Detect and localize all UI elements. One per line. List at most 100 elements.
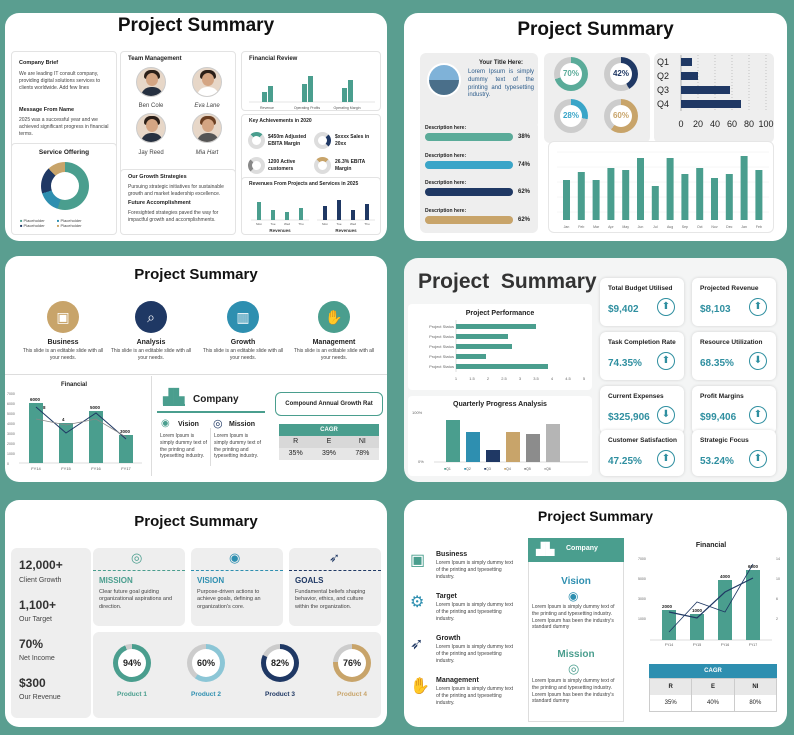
svg-text:FY15: FY15 — [61, 466, 71, 471]
achievement-ring — [248, 132, 265, 149]
achievement-text: $xxxx Sales in 20xx — [335, 134, 370, 147]
month-label: Apr — [608, 225, 614, 229]
arrow-up-icon: ⬆ — [657, 352, 675, 370]
legend-item: ■ Placeholder — [20, 218, 45, 223]
perf-title: Project Performance — [465, 310, 535, 317]
target-icon: ◎ — [131, 550, 143, 565]
stat-label: Net Income — [19, 655, 55, 662]
stat-label: Our Revenue — [19, 694, 61, 701]
svg-text:3000: 3000 — [7, 432, 15, 436]
eye-icon: ◉ — [229, 550, 241, 565]
month-bar — [696, 168, 704, 220]
svg-text:Project Status: Project Status — [429, 344, 454, 349]
svg-text:1.5: 1.5 — [469, 376, 475, 381]
company-underline — [157, 411, 265, 413]
svg-text:Tue: Tue — [336, 222, 341, 226]
cagr-box — [275, 392, 383, 416]
svg-text:Q2: Q2 — [657, 71, 669, 81]
slide-4[interactable]: Project Summary Project Performance Proj… — [404, 258, 787, 482]
company-label: Company — [193, 394, 239, 405]
fin-cat: Operating Margin — [333, 106, 360, 110]
avatar — [192, 67, 222, 97]
avatar — [136, 113, 166, 143]
target-icon: ◎ — [568, 661, 580, 676]
slide-2[interactable]: Project Summary Your Title Here: Lorem I… — [404, 13, 787, 241]
title-card: Your Title Here: Lorem Ipsum is simply d… — [420, 53, 538, 129]
slide-1[interactable]: Project Summary Company Brief We are lea… — [5, 13, 387, 241]
cagr-box-title: Compound Annual Growth Rat — [285, 401, 373, 407]
month-label: Jan — [564, 225, 570, 229]
svg-text:2.5: 2.5 — [501, 376, 507, 381]
card-text: Purpose-driven actions to achieve goals,… — [197, 589, 261, 610]
svg-text:1000: 1000 — [7, 452, 15, 456]
vision-text: Lorem Ipsum is simply dummy text of the … — [532, 604, 615, 631]
stat-label: Client Growth — [19, 577, 62, 584]
revenues-card: Revenues From Projects and Services in 2… — [241, 177, 381, 235]
mission-text: Lorem Ipsum is simply dummy text of the … — [532, 678, 615, 705]
mission-card: ◎ MISSION Clear future goal guiding orga… — [93, 548, 185, 626]
item-name: Business — [47, 339, 79, 346]
svg-text:7000: 7000 — [638, 557, 646, 561]
item-name: Growth — [230, 339, 256, 346]
quarter-bar-chart: Q1 Q2 Q3 Q4 0 20 40 60 80 100 — [657, 55, 774, 129]
month-bar — [711, 178, 718, 220]
kpi-value: 68.35% — [700, 358, 734, 369]
month-bar — [563, 180, 570, 220]
arrow-down-icon: ⬇ — [657, 406, 675, 424]
kpi-title: Total Budget Utilised — [608, 285, 673, 292]
kpi-value: 47.25% — [608, 456, 642, 467]
kpi-card: Task Completion Rate 74.35% ⬆ — [600, 332, 684, 380]
svg-text:3000: 3000 — [120, 429, 131, 434]
svg-text:8: 8 — [43, 405, 46, 410]
desc-label: Description here: — [425, 208, 467, 214]
product-pct: 94% — [118, 649, 146, 677]
performance-card: Project Performance Project Status Projec… — [408, 304, 592, 390]
achievement-ring — [314, 132, 331, 149]
svg-text:Q1: Q1 — [657, 57, 669, 67]
month-bar — [592, 180, 600, 220]
svg-text:5000: 5000 — [638, 577, 646, 581]
svg-text:FY15: FY15 — [693, 643, 701, 647]
service-title: Service Offering — [38, 149, 90, 156]
item-text: Lorem Ipsum is simply dummy text of the … — [436, 602, 513, 622]
item-text: This slide is an editable slide with all… — [110, 348, 192, 361]
team-card: Team Management Ben Cole Eva Lane Jay Re… — [120, 51, 236, 175]
cagr-header: CAGR — [649, 664, 777, 678]
svg-text:4000: 4000 — [720, 574, 731, 579]
kpi-title: Customer Satisfaction — [608, 437, 677, 444]
mission-label: Mission — [557, 649, 595, 660]
strategy-title: Our Growth Strategies — [128, 174, 187, 180]
quarter-title: Quarterly Progress Analysis — [453, 401, 547, 408]
product-pct: 60% — [192, 649, 220, 677]
progress-pct: 62% — [518, 189, 531, 195]
progress-bar — [425, 188, 513, 196]
product-name: Product 1 — [117, 691, 147, 698]
slide-5[interactable]: Project Summary 12,000+ Client Growth 1,… — [5, 500, 387, 727]
growth-icon: ▥ — [227, 301, 259, 333]
financial-review-chart: Revenue Operating Profits Operating Marg… — [249, 76, 375, 110]
svg-text:7000: 7000 — [7, 392, 15, 396]
financial-combo-chart: 7000 6000 5000 4000 3000 2000 1000 0 6000 4 5000 3… — [7, 392, 142, 471]
month-label: Feb — [756, 225, 762, 229]
slide-6[interactable]: Project Summary ▣ Business Lorem Ipsum i… — [404, 500, 787, 727]
kpi-card: Projected Revenue $8,103 ⬆ — [692, 278, 776, 326]
svg-text:14: 14 — [776, 557, 780, 561]
svg-text:2000: 2000 — [662, 604, 673, 609]
legend-item: ■ Placeholder — [20, 223, 45, 228]
item-text: Lorem Ipsum is simply dummy text of the … — [436, 644, 513, 664]
kpi-value: $325,906 — [608, 412, 650, 423]
progress-card: Description here: 38% Description here: … — [420, 121, 538, 233]
month-label: Mar — [593, 225, 600, 229]
donut-label: 28% — [560, 105, 582, 127]
svg-text:1000: 1000 — [692, 608, 703, 613]
month-bar — [681, 174, 689, 220]
revenues-chart: Mon Tue Wed Thu Mon Tue Wed Thu Revenues… — [251, 200, 375, 233]
slide-3[interactable]: Project Summary ▣ Business This slide is… — [5, 256, 387, 482]
svg-text:FY17: FY17 — [121, 466, 131, 471]
donut-label: 60% — [610, 105, 632, 127]
handshake-icon: ✋ — [318, 301, 350, 333]
page-title: Project Summary — [517, 19, 674, 40]
svg-text:Revenues: Revenues — [335, 228, 357, 233]
kpi-card: Customer Satisfaction 47.25% ⬆ — [600, 430, 684, 476]
buildings-icon: ▟▙ — [536, 542, 555, 556]
